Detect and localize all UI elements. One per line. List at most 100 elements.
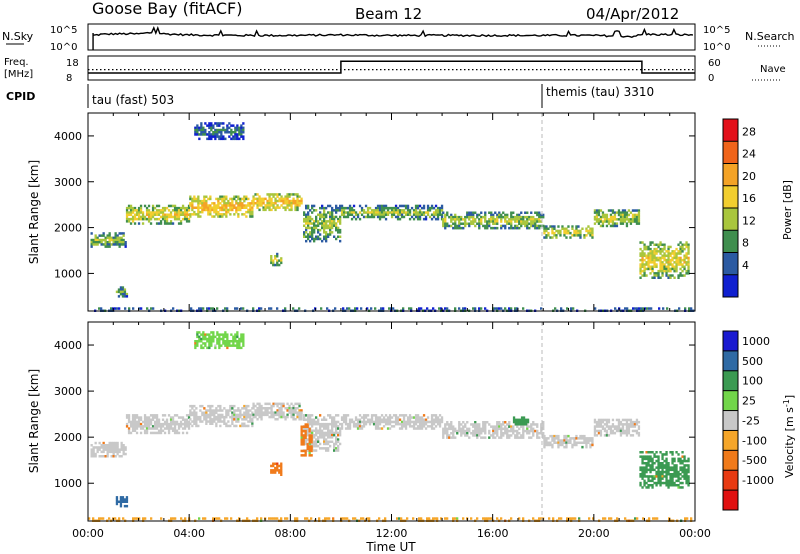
velocity-cell <box>305 427 308 430</box>
velocity-cell <box>215 415 218 419</box>
velocity-cell <box>530 425 533 428</box>
nsky-frame <box>87 23 696 51</box>
power-cell <box>565 227 568 230</box>
velocity-cell <box>645 481 648 485</box>
power-cell <box>311 235 314 238</box>
power-cell <box>639 252 642 255</box>
velocity-cell <box>206 346 209 350</box>
power-cell <box>490 226 493 230</box>
velocity-cell <box>335 422 338 426</box>
power-cell <box>232 131 235 134</box>
velocity-cell <box>514 436 517 439</box>
power-cell <box>223 208 226 212</box>
velocity-cell <box>218 346 221 350</box>
power-cell <box>305 228 308 232</box>
power-cell <box>512 226 515 230</box>
velocity-cell <box>595 420 599 424</box>
velocity-cell <box>266 409 269 412</box>
velocity-cell <box>657 459 660 463</box>
power-cell <box>153 217 157 221</box>
velocity-cell <box>274 411 277 414</box>
x-tick-label-2: 08:00 <box>274 527 306 540</box>
power-cell <box>530 211 533 214</box>
power-cell <box>106 241 109 244</box>
velocity-cell <box>583 437 586 440</box>
velocity-cell <box>120 444 123 447</box>
power-cell <box>340 213 344 216</box>
velocity-cell <box>258 407 261 410</box>
velocity-cell <box>643 484 646 487</box>
velocity-cell <box>243 424 246 428</box>
power-cell <box>141 222 145 225</box>
velocity-cell <box>574 517 577 520</box>
power-cell <box>687 247 690 251</box>
power-cell <box>270 193 273 196</box>
velocity-cell <box>575 441 578 444</box>
velocity-cell <box>358 414 362 417</box>
power-cell <box>657 272 660 275</box>
velocity-cell <box>659 479 662 483</box>
power-cell <box>641 261 644 264</box>
power-cell <box>348 213 352 216</box>
velocity-cell <box>201 404 204 408</box>
velocity-cell <box>323 416 326 419</box>
velocity-cell <box>528 436 531 439</box>
power-cell <box>191 213 194 216</box>
power-cell <box>222 126 225 130</box>
velocity-cell <box>362 418 366 421</box>
velocity-cell <box>394 418 398 421</box>
velocity-cell <box>597 429 601 433</box>
power-cell <box>661 272 664 275</box>
velocity-cell <box>408 420 412 424</box>
power-cell <box>516 218 519 221</box>
velocity-cell <box>272 464 275 468</box>
velocity-cell <box>179 416 183 419</box>
power-cell <box>266 202 269 205</box>
velocity-cell <box>675 484 678 487</box>
power-cell <box>329 204 332 208</box>
power-cell <box>609 220 613 223</box>
power-cell <box>325 226 328 230</box>
power-cell <box>639 258 642 262</box>
velocity-cell <box>458 429 461 433</box>
velocity-cell <box>106 446 109 449</box>
power-cell <box>516 220 519 223</box>
velocity-cell <box>412 416 416 419</box>
power-cell <box>215 197 218 201</box>
velocity-cell <box>137 422 141 426</box>
velocity-cell <box>150 517 153 520</box>
power-cell <box>376 206 380 210</box>
velocity-cell <box>400 420 404 424</box>
velocity-cell <box>340 425 344 428</box>
velocity-cell <box>396 517 399 520</box>
velocity-cell <box>683 457 686 461</box>
power-cell <box>229 204 232 207</box>
power-cell <box>256 193 259 196</box>
power-cell <box>339 231 342 234</box>
power-cell <box>665 250 668 253</box>
power-cell <box>665 274 668 277</box>
power-cell <box>428 215 432 219</box>
velocity-cell <box>671 477 674 480</box>
power-cell <box>335 226 338 230</box>
power-cell <box>331 220 334 223</box>
power-cell <box>458 224 461 228</box>
velocity-cell <box>313 422 316 426</box>
power-cell <box>292 307 295 310</box>
power-cell <box>278 193 281 196</box>
power-cell <box>313 228 316 232</box>
velocity-cell <box>175 422 179 426</box>
power-cell <box>396 206 400 210</box>
power-cell <box>276 193 279 196</box>
power-cell <box>187 206 191 210</box>
power-cell <box>286 195 289 198</box>
power-cell <box>187 217 191 221</box>
velocity-cell <box>426 416 430 419</box>
power-cell <box>128 307 131 310</box>
velocity-cell <box>593 434 597 437</box>
velocity-cell <box>406 420 410 424</box>
power-cell <box>321 224 324 227</box>
velocity-cell <box>323 422 326 426</box>
power-cell <box>270 202 273 205</box>
power-cell <box>339 209 342 212</box>
